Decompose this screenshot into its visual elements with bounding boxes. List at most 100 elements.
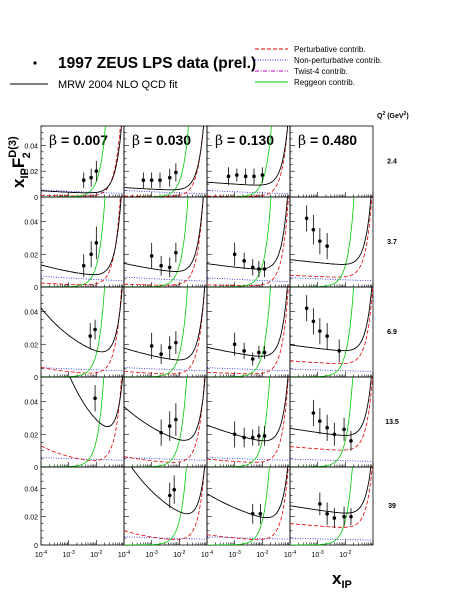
panel-r4-c2: 10-4 10-3 10-2 bbox=[201, 466, 291, 559]
perturbative-curve bbox=[124, 287, 206, 375]
data-point bbox=[250, 503, 255, 524]
data-point bbox=[349, 431, 353, 451]
y-tick-label: 0 bbox=[34, 543, 38, 550]
reggeon-curve bbox=[124, 126, 189, 197]
data-point-marker bbox=[81, 263, 86, 268]
data-point bbox=[167, 482, 172, 509]
data-point-marker bbox=[226, 174, 231, 179]
x-tick-label: 10-4 bbox=[201, 550, 213, 559]
x-tick-label: 10-3 bbox=[229, 550, 241, 559]
data-point-marker bbox=[94, 169, 99, 173]
data-point-marker bbox=[349, 439, 353, 443]
reggeon-curve bbox=[41, 126, 106, 197]
data-point bbox=[94, 160, 99, 182]
data-point bbox=[325, 323, 329, 350]
panel-frame bbox=[206, 466, 291, 546]
x-axis-label: xIP bbox=[332, 569, 352, 591]
data-point bbox=[318, 408, 322, 435]
non-perturbative-curve bbox=[290, 368, 373, 372]
panel-frame bbox=[206, 376, 291, 468]
data-point-marker bbox=[342, 514, 346, 519]
data-point bbox=[311, 399, 316, 427]
fit-curve bbox=[290, 197, 372, 265]
perturbative-curve bbox=[207, 287, 289, 375]
q2-value-2: 6.9 bbox=[387, 329, 397, 336]
y-tick-label: 0 bbox=[34, 375, 38, 382]
data-point bbox=[337, 339, 341, 363]
reggeon-curve bbox=[290, 377, 354, 467]
data-point bbox=[257, 260, 261, 278]
data-point-marker bbox=[311, 411, 316, 415]
legend-entry-0: Perturbative contrib. bbox=[294, 45, 366, 54]
data-point-marker bbox=[262, 267, 267, 271]
fit-curve bbox=[207, 287, 288, 357]
data-point bbox=[174, 163, 178, 182]
non-perturbative-curve bbox=[207, 190, 290, 195]
data-point-marker bbox=[232, 432, 237, 437]
data-point-marker bbox=[94, 241, 99, 245]
reggeon-curve bbox=[124, 377, 188, 467]
data-point-marker bbox=[159, 352, 163, 356]
fit-curve bbox=[207, 126, 289, 186]
fit-curve bbox=[124, 197, 204, 272]
data-point bbox=[342, 506, 346, 527]
panel-frame bbox=[123, 196, 208, 288]
perturbative-curve bbox=[41, 197, 121, 286]
data-point bbox=[325, 233, 329, 260]
data-point bbox=[232, 332, 237, 356]
perturbative-curve bbox=[290, 467, 373, 528]
panel-frame bbox=[289, 286, 374, 378]
q2-value-4: 39 bbox=[388, 503, 396, 510]
perturbative-curve bbox=[124, 467, 205, 540]
reggeon-curve bbox=[124, 467, 187, 545]
fit-curve bbox=[124, 126, 205, 191]
panel-r4-c1: 10-4 10-3 10-2 bbox=[118, 466, 208, 559]
panel-r0-c1: β = 0.030 bbox=[123, 125, 208, 198]
data-point-marker bbox=[232, 342, 237, 347]
panel-r3-c3 bbox=[289, 376, 374, 468]
x-tick-label: 10-2 bbox=[173, 550, 185, 559]
data-point bbox=[242, 252, 246, 269]
perturbative-curve bbox=[207, 377, 289, 463]
data-point-marker bbox=[149, 344, 154, 348]
legend-data-marker bbox=[33, 61, 37, 65]
panel-frame bbox=[206, 286, 291, 378]
y-tick-label: 0.02 bbox=[24, 515, 38, 522]
x-tick-label: 10-4 bbox=[118, 550, 130, 559]
data-point bbox=[262, 260, 267, 278]
data-point-marker bbox=[250, 357, 255, 361]
fit-curve bbox=[41, 197, 122, 276]
panel-r2-c3 bbox=[289, 286, 374, 378]
data-point bbox=[167, 168, 172, 187]
q2-value-1: 3.7 bbox=[387, 239, 397, 246]
data-point-marker bbox=[332, 432, 337, 437]
reggeon-curve bbox=[124, 287, 188, 377]
data-point bbox=[257, 345, 261, 359]
data-point bbox=[93, 319, 97, 340]
panel-grid: 0 0.02 0.04 β = 0.007 β = 0.030 β = 0.130 β = … bbox=[24, 125, 399, 559]
data-point bbox=[304, 295, 309, 322]
perturbative-curve bbox=[124, 197, 204, 286]
data-point bbox=[235, 168, 239, 182]
y-tick-label: 0 bbox=[34, 285, 38, 292]
panel-frame bbox=[40, 286, 125, 378]
data-point bbox=[250, 429, 255, 446]
perturbative-curve bbox=[290, 377, 373, 451]
legend-data-label: 1997 ZEUS LPS data (prel.) bbox=[58, 55, 256, 72]
perturbative-curve bbox=[124, 377, 205, 463]
x-tick-label: 10-3 bbox=[63, 550, 75, 559]
data-point-marker bbox=[174, 250, 178, 255]
data-point bbox=[174, 242, 178, 263]
data-point bbox=[325, 414, 329, 441]
non-perturbative-curve bbox=[207, 367, 290, 372]
data-point bbox=[260, 167, 265, 183]
y-tick-label: 0.04 bbox=[24, 310, 38, 317]
data-point-marker bbox=[167, 424, 172, 428]
non-perturbative-curve bbox=[41, 275, 124, 282]
perturbative-curve bbox=[207, 197, 289, 286]
reggeon-curve bbox=[207, 377, 271, 467]
data-point-marker bbox=[337, 349, 341, 353]
data-point-marker bbox=[258, 512, 263, 516]
data-point bbox=[89, 168, 93, 187]
data-point bbox=[262, 426, 267, 446]
